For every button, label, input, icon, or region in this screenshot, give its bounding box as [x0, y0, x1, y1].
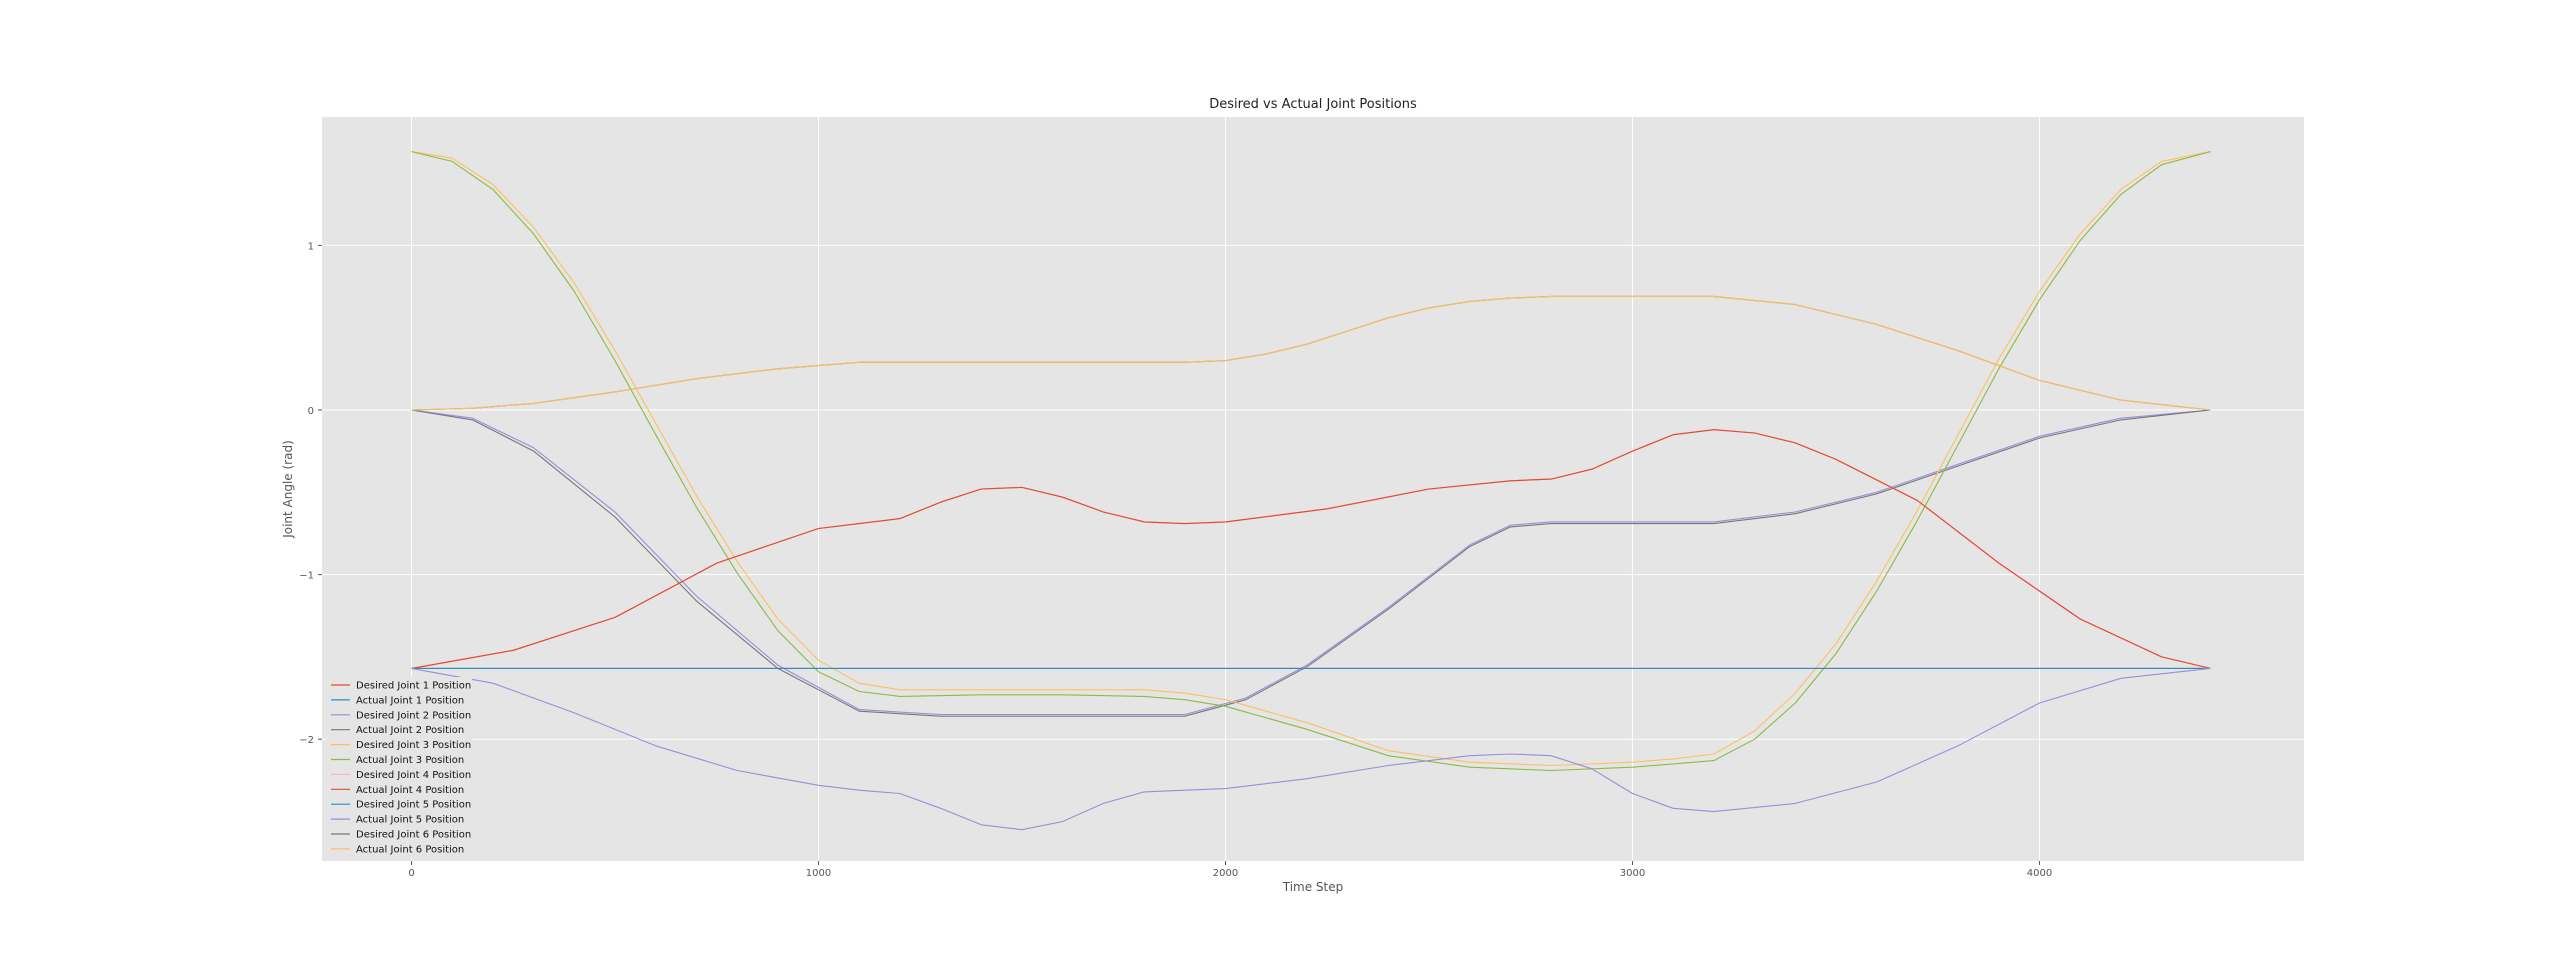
series-line	[411, 151, 2211, 767]
legend-label: Actual Joint 6 Position	[356, 844, 464, 855]
x-tick-label: 3000	[1620, 868, 1645, 879]
y-axis-label: Joint Angle (rad)	[281, 440, 295, 539]
x-tick-label: 1000	[806, 868, 831, 879]
legend-box	[326, 677, 472, 858]
y-tick-label: −1	[299, 571, 314, 582]
legend-label: Desired Joint 4 Position	[356, 770, 471, 781]
x-axis-label: Time Step	[1282, 880, 1344, 894]
series-line	[411, 667, 2211, 831]
legend-label: Desired Joint 1 Position	[356, 681, 471, 692]
series-line	[411, 295, 2211, 411]
legend-label: Desired Joint 2 Position	[356, 710, 471, 721]
y-tick-label: 1	[308, 241, 314, 252]
legend-label: Desired Joint 6 Position	[356, 830, 471, 841]
legend-label: Actual Joint 4 Position	[356, 785, 464, 796]
plot-area	[322, 117, 2304, 861]
series-lines	[411, 151, 2211, 831]
legend-label: Desired Joint 3 Position	[356, 740, 471, 751]
legend-label: Actual Joint 5 Position	[356, 815, 464, 826]
series-line	[411, 409, 2211, 716]
series-line	[411, 429, 2211, 669]
y-tick-label: 0	[308, 406, 314, 417]
series-line	[411, 409, 2211, 717]
legend-label: Actual Joint 1 Position	[356, 695, 464, 706]
x-tick-label: 2000	[1213, 868, 1238, 879]
y-tick-label: −2	[299, 735, 314, 746]
grid-lines	[322, 117, 2304, 861]
legend: Desired Joint 1 Position Actual Joint 1 P…	[326, 677, 472, 858]
axis-ticks: 0 1000 2000 3000 4000 −2 −1 0 1	[299, 241, 2052, 879]
chart-title: Desired vs Actual Joint Positions	[1209, 97, 1417, 112]
x-tick-label: 4000	[2027, 868, 2052, 879]
x-tick-label: 0	[408, 868, 414, 879]
series-line	[411, 151, 2211, 772]
legend-label: Actual Joint 2 Position	[356, 725, 464, 736]
legend-label: Actual Joint 3 Position	[356, 755, 464, 766]
legend-label: Desired Joint 5 Position	[356, 800, 471, 811]
